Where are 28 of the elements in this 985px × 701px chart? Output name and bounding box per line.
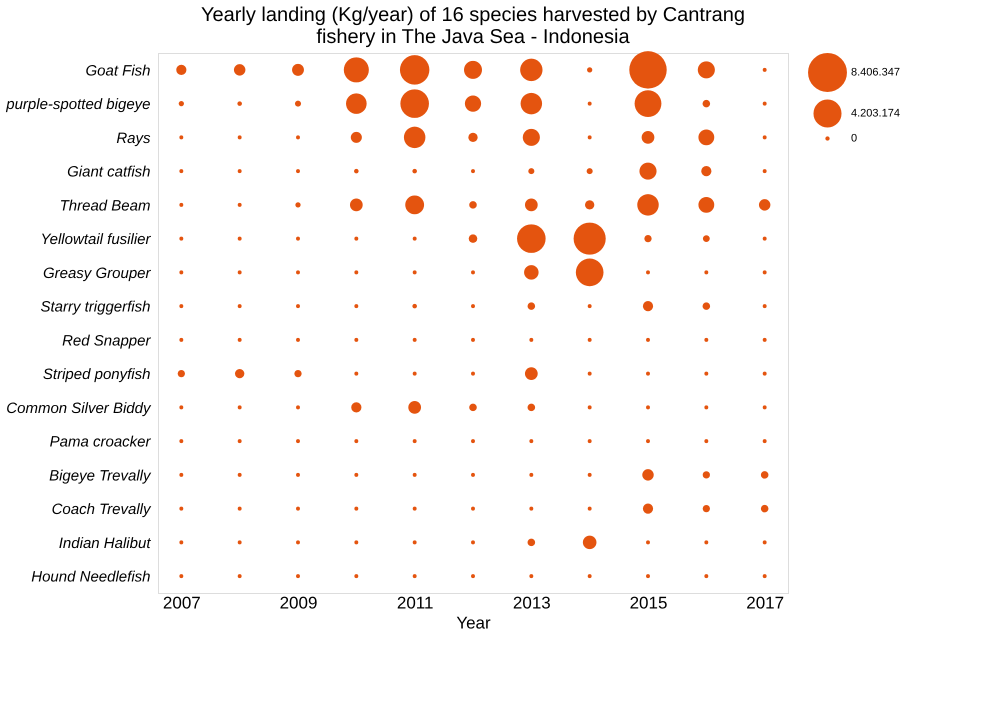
x-tick-label: 2015 [630,594,668,612]
x-tick-label: 2009 [280,594,318,612]
legend-label: 4.203.174 [851,108,900,120]
legend-label: 8.406.347 [851,66,900,78]
y-tick-label: Yellowtail fusilier [40,231,152,248]
y-tick-label: Rays [116,130,151,147]
y-tick-label: Pama croacker [50,434,152,451]
x-axis-title: Year [456,614,492,632]
x-tick-label: 2007 [162,594,201,612]
x-tick-label: 2013 [512,594,551,612]
y-tick-label: Bigeye Trevally [49,467,152,484]
legend-label: 0 [851,132,858,144]
text: Yearly landing (Kg/year) of 16 species harvested by Cantrang [200,4,746,26]
y-tick-label: Greasy Grouper [42,264,152,282]
y-tick-label: purple-spotted bigeye [5,96,150,114]
y-tick-label: Giant catfish [67,164,150,181]
text: fishery in The Java Sea - Indonesia [316,26,630,48]
y-tick-label: Starry triggerfish [40,298,150,316]
y-tick-label: Coach Trevally [52,501,152,518]
y-tick-label: Red Snapper [62,332,152,350]
y-tick-label: Common Silver Biddy [6,400,152,417]
y-tick-label: Indian Halibut [58,534,152,552]
x-tick-label: 2017 [746,594,784,612]
x-tick-label: 2011 [396,594,434,612]
y-tick-label: Striped ponyfish [42,366,150,384]
y-tick-label: Thread Beam [60,197,150,214]
y-tick-label: Hound Needlefish [31,568,150,586]
y-tick-label: Goat Fish [85,62,150,80]
